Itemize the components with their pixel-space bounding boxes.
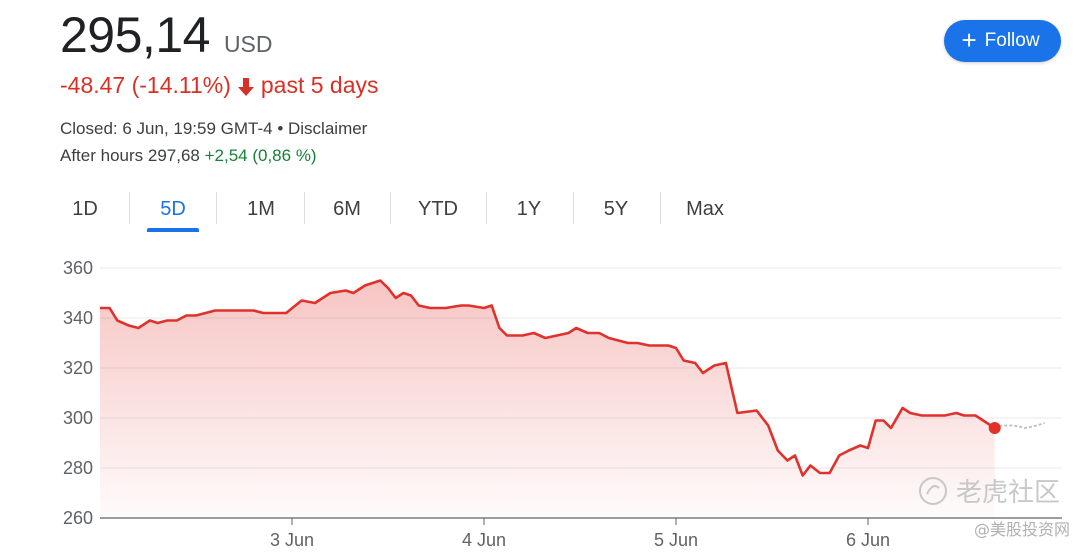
price-chart[interactable]: 360 340 320 300 280 260 3 Jun 4 Jun 5 Jun 6 Jun — [0, 250, 1080, 553]
last-price-marker — [988, 422, 1001, 434]
watermark: 老虎社区 — [918, 472, 1060, 509]
price-change-row: -48.47 (-14.11%) past 5 days — [60, 72, 379, 99]
tab-1y[interactable]: 1Y — [516, 198, 542, 220]
active-tab-indicator — [147, 228, 199, 232]
x-tick-label: 4 Jun — [462, 530, 506, 550]
tab-ytd[interactable]: YTD — [418, 198, 458, 220]
tab-1d[interactable]: 1D — [72, 198, 98, 220]
y-tick-label: 340 — [63, 308, 93, 328]
after-hours-label: After hours 297,68 — [60, 146, 200, 165]
watermark-sub: @美股投资网 — [973, 520, 1070, 539]
y-tick-label: 300 — [63, 408, 93, 428]
tab-max[interactable]: Max — [686, 198, 724, 220]
x-axis-ticks: 3 Jun 4 Jun 5 Jun 6 Jun — [270, 518, 890, 550]
follow-label: Follow — [984, 30, 1040, 51]
after-hours-line — [994, 422, 1045, 429]
x-tick-label: 6 Jun — [846, 530, 890, 550]
currency-label: USD — [223, 31, 273, 57]
current-price: 295,14 — [60, 7, 210, 63]
y-tick-label: 360 — [63, 258, 93, 278]
y-tick-label: 260 — [63, 508, 93, 528]
price-area-fill — [100, 280, 995, 518]
tab-6m[interactable]: 6M — [333, 198, 361, 220]
price-change: -48.47 (-14.11%) — [60, 72, 231, 98]
tiger-logo-icon — [918, 476, 947, 505]
tab-5d[interactable]: 5D — [147, 188, 199, 232]
price-line — [100, 279, 996, 477]
after-hours-change: +2,54 (0,86 %) — [204, 146, 317, 165]
y-tick-label: 280 — [63, 458, 93, 478]
x-tick-label: 3 Jun — [270, 530, 314, 550]
follow-button[interactable]: + Follow — [944, 20, 1061, 62]
tab-1m[interactable]: 1M — [247, 198, 275, 220]
tab-5y[interactable]: 5Y — [603, 198, 629, 220]
x-tick-label: 5 Jun — [654, 530, 698, 550]
y-tick-label: 320 — [63, 358, 93, 378]
change-period: past 5 days — [260, 72, 379, 98]
after-hours-info: After hours 297,68 +2,54 (0,86 %) — [60, 146, 317, 166]
arrow-down-icon — [237, 76, 255, 96]
closed-info: Closed: 6 Jun, 19:59 GMT-4 • Disclaimer — [60, 119, 368, 138]
y-axis-ticks: 360 340 320 300 280 260 — [63, 258, 93, 528]
price-header: 295,14 USD — [60, 6, 273, 64]
plus-icon: + — [961, 25, 977, 55]
